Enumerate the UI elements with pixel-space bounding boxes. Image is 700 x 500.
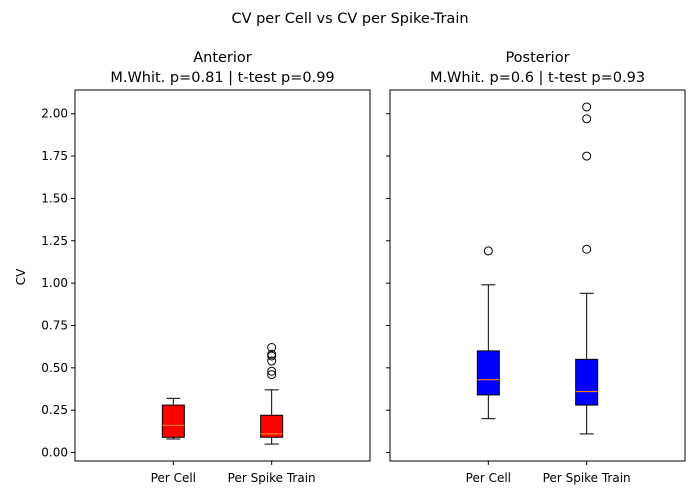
panel-posterior: Posterior M.Whit. p=0.6 | t-test p=0.93 Pe…: [386, 50, 686, 485]
y-axis-label: CV: [14, 268, 28, 285]
x-tick-label: Per Cell: [151, 471, 196, 485]
panel-title: Posterior: [505, 50, 569, 66]
box-per-spike-train: Per Spike Train: [543, 102, 631, 485]
outlier-point: [267, 356, 277, 366]
box-per-cell: Per Cell: [151, 397, 196, 485]
panel-subtitle: M.Whit. p=0.6 | t-test p=0.93: [430, 70, 645, 86]
panel-subtitle: M.Whit. p=0.81 | t-test p=0.99: [110, 70, 334, 86]
outlier-point: [582, 114, 592, 124]
iqr-box: [575, 358, 599, 406]
y-tick-label: 1.00: [41, 276, 68, 290]
outlier-point: [267, 349, 277, 359]
figure-suptitle: CV per Cell vs CV per Spike-Train: [231, 11, 468, 27]
plot-frame: [389, 89, 686, 462]
outlier-point: [582, 102, 592, 112]
y-tick-label: 0.75: [41, 318, 68, 332]
plot-frame: [74, 89, 371, 462]
x-tick-label: Per Spike Train: [228, 471, 316, 485]
panels: Anterior M.Whit. p=0.81 | t-test p=0.99 0.…: [41, 50, 686, 485]
outlier-point: [267, 370, 277, 380]
iqr-box: [476, 350, 500, 396]
y-tick-label: 1.50: [41, 191, 68, 205]
y-tick-label: 1.25: [41, 234, 68, 248]
y-tick-label: 0.00: [41, 446, 68, 460]
iqr-box: [161, 404, 185, 438]
outlier-point: [267, 366, 277, 376]
box-per-spike-train: Per Spike Train: [228, 342, 316, 485]
outlier-point: [483, 246, 493, 256]
y-tick-label: 1.75: [41, 149, 68, 163]
outlier-point: [582, 151, 592, 161]
outlier-point: [267, 342, 277, 352]
x-tick-label: Per Spike Train: [543, 471, 631, 485]
panel-anterior: Anterior M.Whit. p=0.81 | t-test p=0.99 0.…: [41, 50, 371, 485]
y-tick-label: 0.50: [41, 361, 68, 375]
y-tick-label: 0.25: [41, 403, 68, 417]
panel-title: Anterior: [193, 50, 252, 66]
x-tick-label: Per Cell: [466, 471, 511, 485]
outlier-point: [582, 244, 592, 254]
box-per-cell: Per Cell: [466, 246, 511, 485]
y-tick-label: 2.00: [41, 107, 68, 121]
iqr-box: [260, 414, 284, 438]
